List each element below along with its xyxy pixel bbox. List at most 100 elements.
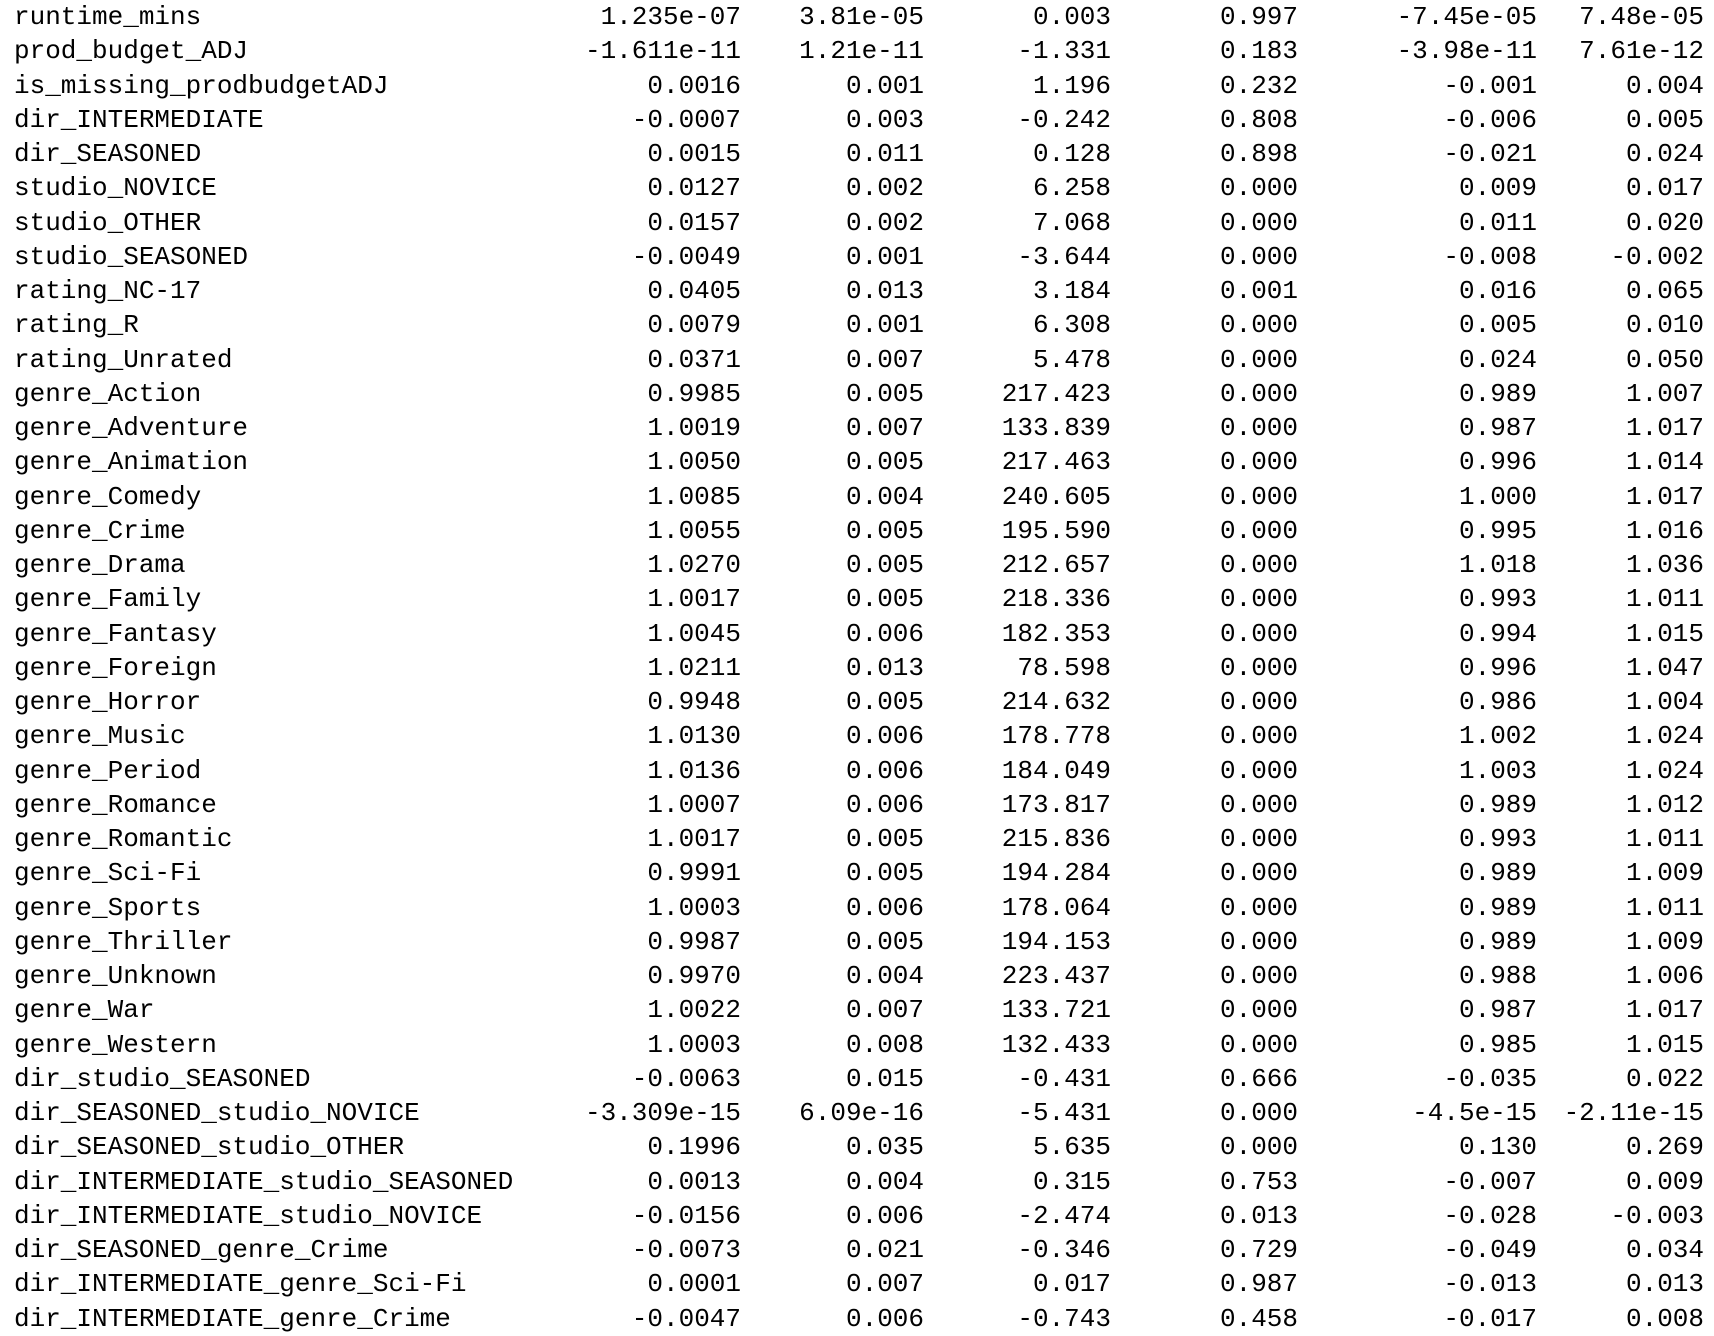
std-err-value: 0.005 (845, 584, 924, 615)
variable-name: rating_NC-17 (14, 276, 202, 306)
ci-upper-value: 0.010 (1625, 310, 1704, 341)
p-value: 0.666 (1219, 1063, 1298, 1094)
p-value: 0.000 (1219, 961, 1298, 991)
variable-name: rating_R (14, 310, 139, 341)
std-err-value: 0.008 (845, 1029, 924, 1060)
coef-value: 0.0405 (647, 276, 741, 306)
ci-upper-value: 1.014 (1625, 447, 1704, 478)
ci-lower-value: 0.011 (1458, 207, 1537, 238)
ci-upper-value: 1.015 (1625, 618, 1704, 649)
ci-upper-value: 0.020 (1625, 207, 1704, 238)
coef-value: 0.0079 (647, 310, 741, 341)
variable-name: genre_Thriller (14, 926, 233, 957)
ci-upper-value: 1.017 (1625, 413, 1704, 443)
std-err-value: 0.004 (845, 961, 924, 991)
ci-upper-value: 1.007 (1625, 378, 1704, 409)
table-row: dir_INTERMEDIATE_studio_SEASONED 0.0013 0.… (0, 1165, 1714, 1199)
table-row: dir_INTERMEDIATE_genre_Sci-Fi 0.0001 0.007… (0, 1267, 1714, 1301)
coef-value: 1.0003 (647, 892, 741, 923)
ci-lower-value: 0.996 (1458, 447, 1537, 478)
ci-upper-value: 1.012 (1625, 789, 1704, 820)
p-value: 0.001 (1219, 276, 1298, 306)
variable-name: genre_Comedy (14, 481, 202, 512)
p-value: 0.000 (1219, 721, 1298, 752)
variable-name: is_missing_prodbudgetADJ (14, 70, 389, 101)
coef-value: 0.0127 (647, 173, 741, 204)
ci-lower-value: 0.989 (1458, 892, 1537, 923)
p-value: 0.000 (1219, 413, 1298, 443)
z-value: 194.153 (1001, 926, 1111, 957)
std-err-value: 0.005 (845, 824, 924, 854)
ci-upper-value: 1.009 (1625, 926, 1704, 957)
variable-name: rating_Unrated (14, 344, 233, 375)
variable-name: genre_Sci-Fi (14, 858, 202, 889)
coef-value: -0.0063 (631, 1063, 741, 1094)
z-value: 195.590 (1001, 515, 1111, 546)
std-err-value: 0.005 (845, 447, 924, 478)
std-err-value: 0.001 (845, 70, 924, 101)
z-value: 6.308 (1032, 310, 1111, 341)
ci-lower-value: -4.5e-15 (1412, 1098, 1537, 1128)
coef-value: -0.0047 (631, 1303, 741, 1334)
ci-upper-value: 1.011 (1625, 584, 1704, 615)
variable-name: dir_INTERMEDIATE (14, 104, 264, 135)
ci-upper-value: 0.034 (1625, 1235, 1704, 1265)
ci-upper-value: 0.004 (1625, 70, 1704, 101)
z-value: 0.315 (1032, 1166, 1111, 1197)
coef-value: -0.0007 (631, 104, 741, 135)
ci-upper-value: 1.047 (1625, 652, 1704, 683)
z-value: -0.743 (1017, 1303, 1111, 1334)
ci-lower-value: -0.001 (1443, 70, 1537, 101)
std-err-value: 0.005 (845, 378, 924, 409)
std-err-value: 0.006 (845, 789, 924, 820)
table-row: genre_War 1.0022 0.007 133.721 0.000 0.987 1.0… (0, 993, 1714, 1027)
std-err-value: 0.006 (845, 618, 924, 649)
coef-value: 0.9948 (647, 687, 741, 717)
z-value: 6.258 (1032, 173, 1111, 204)
z-value: 212.657 (1001, 550, 1111, 580)
table-row: genre_Music 1.0130 0.006 178.778 0.000 1.002 1… (0, 719, 1714, 753)
ci-lower-value: -0.013 (1443, 1269, 1537, 1300)
ci-lower-value: -0.035 (1443, 1063, 1537, 1094)
table-row: dir_studio_SEASONED -0.0063 0.015 -0.431 0.6… (0, 1062, 1714, 1096)
std-err-value: 0.005 (845, 926, 924, 957)
coef-value: 1.0022 (647, 995, 741, 1026)
variable-name: genre_Sports (14, 892, 202, 923)
variable-name: dir_INTERMEDIATE_genre_Crime (14, 1303, 451, 1334)
table-row: genre_Animation 1.0050 0.005 217.463 0.000 0.… (0, 445, 1714, 479)
coef-value: 0.0013 (647, 1166, 741, 1197)
p-value: 0.000 (1219, 1029, 1298, 1060)
ci-lower-value: -0.007 (1443, 1166, 1537, 1197)
p-value: 0.458 (1219, 1303, 1298, 1334)
coef-value: 0.9987 (647, 926, 741, 957)
table-row: dir_INTERMEDIATE -0.0007 0.003 -0.242 0.808 -… (0, 103, 1714, 137)
p-value: 0.000 (1219, 173, 1298, 204)
variable-name: genre_Foreign (14, 652, 217, 683)
p-value: 0.000 (1219, 824, 1298, 854)
p-value: 0.013 (1219, 1200, 1298, 1231)
coef-value: 1.0019 (647, 413, 741, 443)
p-value: 0.232 (1219, 70, 1298, 101)
coef-value: 1.0017 (647, 584, 741, 615)
table-row: genre_Action 0.9985 0.005 217.423 0.000 0.989… (0, 377, 1714, 411)
ci-upper-value: 7.61e-12 (1579, 36, 1704, 67)
variable-name: genre_Horror (14, 687, 202, 717)
p-value: 0.000 (1219, 207, 1298, 238)
coef-value: 0.0001 (647, 1269, 741, 1300)
ci-lower-value: 1.003 (1458, 755, 1537, 786)
ci-upper-value: 0.005 (1625, 104, 1704, 135)
z-value: 133.839 (1001, 413, 1111, 443)
p-value: 0.000 (1219, 1098, 1298, 1128)
table-row: dir_INTERMEDIATE_studio_NOVICE -0.0156 0.0… (0, 1199, 1714, 1233)
std-err-value: 6.09e-16 (799, 1098, 924, 1128)
table-row: genre_Comedy 1.0085 0.004 240.605 0.000 1.000… (0, 480, 1714, 514)
variable-name: studio_OTHER (14, 207, 202, 238)
std-err-value: 0.006 (845, 1200, 924, 1231)
std-err-value: 0.013 (845, 652, 924, 683)
ci-upper-value: 0.008 (1625, 1303, 1704, 1334)
p-value: 0.898 (1219, 139, 1298, 169)
p-value: 0.000 (1219, 995, 1298, 1026)
z-value: -0.431 (1017, 1063, 1111, 1094)
variable-name: genre_Fantasy (14, 618, 217, 649)
z-value: 217.423 (1001, 378, 1111, 409)
